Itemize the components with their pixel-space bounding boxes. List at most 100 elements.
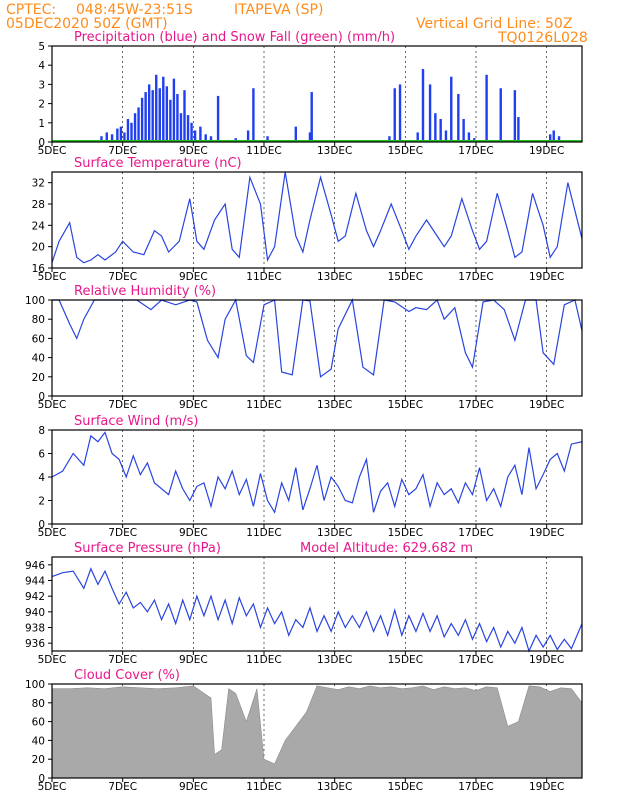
precip-bar <box>246 130 250 142</box>
x-tick-label: 11DEC <box>246 399 281 411</box>
x-tick-label: 5DEC <box>38 781 67 793</box>
y-tick-label: 0 <box>38 137 45 149</box>
precip-bar <box>158 88 161 142</box>
header-grid-note: Vertical Grid Line: 50Z <box>416 16 572 32</box>
x-tick-label: 13DEC <box>317 781 352 793</box>
y-tick-label: 20 <box>32 242 45 254</box>
x-tick-label: 7DEC <box>108 271 137 283</box>
panel-3: 0 2 4 6 8 5DEC 7DEC 9DEC 11DEC 13DEC 15DEC 17DEC 19D… <box>38 414 583 539</box>
x-tick-label: 13DEC <box>317 399 352 411</box>
y-tick-label: 24 <box>32 220 46 232</box>
series-line <box>52 298 583 378</box>
x-tick-label: 19DEC <box>529 271 564 283</box>
x-tick-label: 7DEC <box>108 654 137 666</box>
precip-bar <box>485 74 488 142</box>
x-tick-label: 5DEC <box>38 654 67 666</box>
precip-bar <box>130 122 133 142</box>
y-tick-label: 4 <box>38 472 45 484</box>
precip-bar <box>499 88 502 142</box>
y-tick-label: 0 <box>38 773 45 785</box>
x-tick-label: 15DEC <box>388 527 423 539</box>
x-tick-label: 5DEC <box>38 399 67 411</box>
series-line <box>51 431 583 514</box>
panel-title: Surface Pressure (hPa) <box>74 541 221 556</box>
x-tick-label: 17DEC <box>458 145 493 157</box>
x-tick-label: 15DEC <box>388 781 423 793</box>
precip-bar <box>133 113 137 142</box>
y-tick-label: 942 <box>25 591 45 603</box>
plot-frame <box>51 683 583 779</box>
y-tick-label: 1 <box>38 118 45 130</box>
y-tick-label: 8 <box>38 425 45 437</box>
x-tick-label: 9DEC <box>179 399 208 411</box>
y-tick-label: 946 <box>25 560 45 572</box>
x-tick-label: 19DEC <box>529 399 564 411</box>
x-tick-label: 17DEC <box>458 527 493 539</box>
precip-bar <box>116 128 119 142</box>
precip-bar <box>110 134 114 142</box>
x-tick-label: 13DEC <box>317 145 352 157</box>
precip-bar <box>467 132 471 142</box>
panel-subtitle: Model Altitude: 629.682 m <box>300 541 473 556</box>
x-tick-label: 19DEC <box>529 527 564 539</box>
precip-bar <box>165 86 169 142</box>
y-tick-label: 28 <box>32 199 45 211</box>
precip-bar <box>444 130 448 142</box>
x-tick-label: 11DEC <box>246 145 281 157</box>
precip-bar <box>266 136 269 142</box>
precip-bar <box>416 132 419 142</box>
precip-bar <box>123 132 126 142</box>
series-line <box>51 567 583 653</box>
y-tick-label: 60 <box>32 717 45 729</box>
x-tick-label: 7DEC <box>108 399 137 411</box>
precip-bar <box>434 113 437 142</box>
x-tick-label: 11DEC <box>246 781 281 793</box>
x-tick-label: 5DEC <box>38 271 67 283</box>
precip-bar <box>513 90 517 142</box>
x-tick-label: 15DEC <box>388 271 423 283</box>
panel-2: 0 20 40 60 80 100 5DEC 7DEC 9DEC 11DEC 13DEC 15DEC 1… <box>25 284 583 411</box>
header: CPTEC: 048:45W-23:51S ITAPEVA (SP) 05DEC… <box>6 2 588 46</box>
precip-bar <box>393 88 396 142</box>
header-station: ITAPEVA (SP) <box>234 2 323 18</box>
precip-bar <box>169 99 172 142</box>
precip-bar <box>557 136 561 142</box>
precip-bar <box>209 136 213 142</box>
precip-bar <box>176 94 179 142</box>
x-tick-label: 19DEC <box>529 654 564 666</box>
y-tick-label: 100 <box>25 679 45 691</box>
x-tick-label: 17DEC <box>458 654 493 666</box>
precip-bar <box>457 94 460 142</box>
precip-bar <box>172 78 176 142</box>
x-tick-label: 11DEC <box>246 654 281 666</box>
panel-title: Surface Wind (m/s) <box>74 414 198 429</box>
plot-frame <box>51 556 583 652</box>
plot-area <box>52 557 582 651</box>
precip-bar <box>179 113 183 142</box>
x-tick-label: 13DEC <box>317 654 352 666</box>
precip-bar <box>119 126 123 142</box>
precip-bar <box>190 122 193 142</box>
y-tick-label: 5 <box>38 41 45 53</box>
plot-frame <box>51 45 583 143</box>
y-tick-label: 0 <box>38 519 45 531</box>
plot-frame <box>51 171 583 269</box>
precip-bar <box>151 90 154 142</box>
y-tick-label: 16 <box>32 263 46 275</box>
precip-bar <box>216 95 220 142</box>
precip-bar <box>100 136 103 142</box>
precip-bar <box>199 126 202 142</box>
y-tick-label: 938 <box>25 623 45 635</box>
y-tick-label: 0 <box>38 391 45 403</box>
y-tick-label: 940 <box>25 607 45 619</box>
precip-bar <box>517 117 520 142</box>
x-tick-label: 7DEC <box>108 781 137 793</box>
x-tick-label: 11DEC <box>246 271 281 283</box>
y-tick-label: 60 <box>32 333 45 345</box>
panel-0: 0 1 2 3 4 5 5DEC 7DEC 9DEC 11DEC 13DEC 15DEC 17DEC 19… <box>38 30 583 157</box>
y-tick-label: 2 <box>38 496 45 508</box>
precip-bar <box>439 118 442 142</box>
y-tick-label: 32 <box>32 178 45 190</box>
x-tick-label: 17DEC <box>458 399 493 411</box>
